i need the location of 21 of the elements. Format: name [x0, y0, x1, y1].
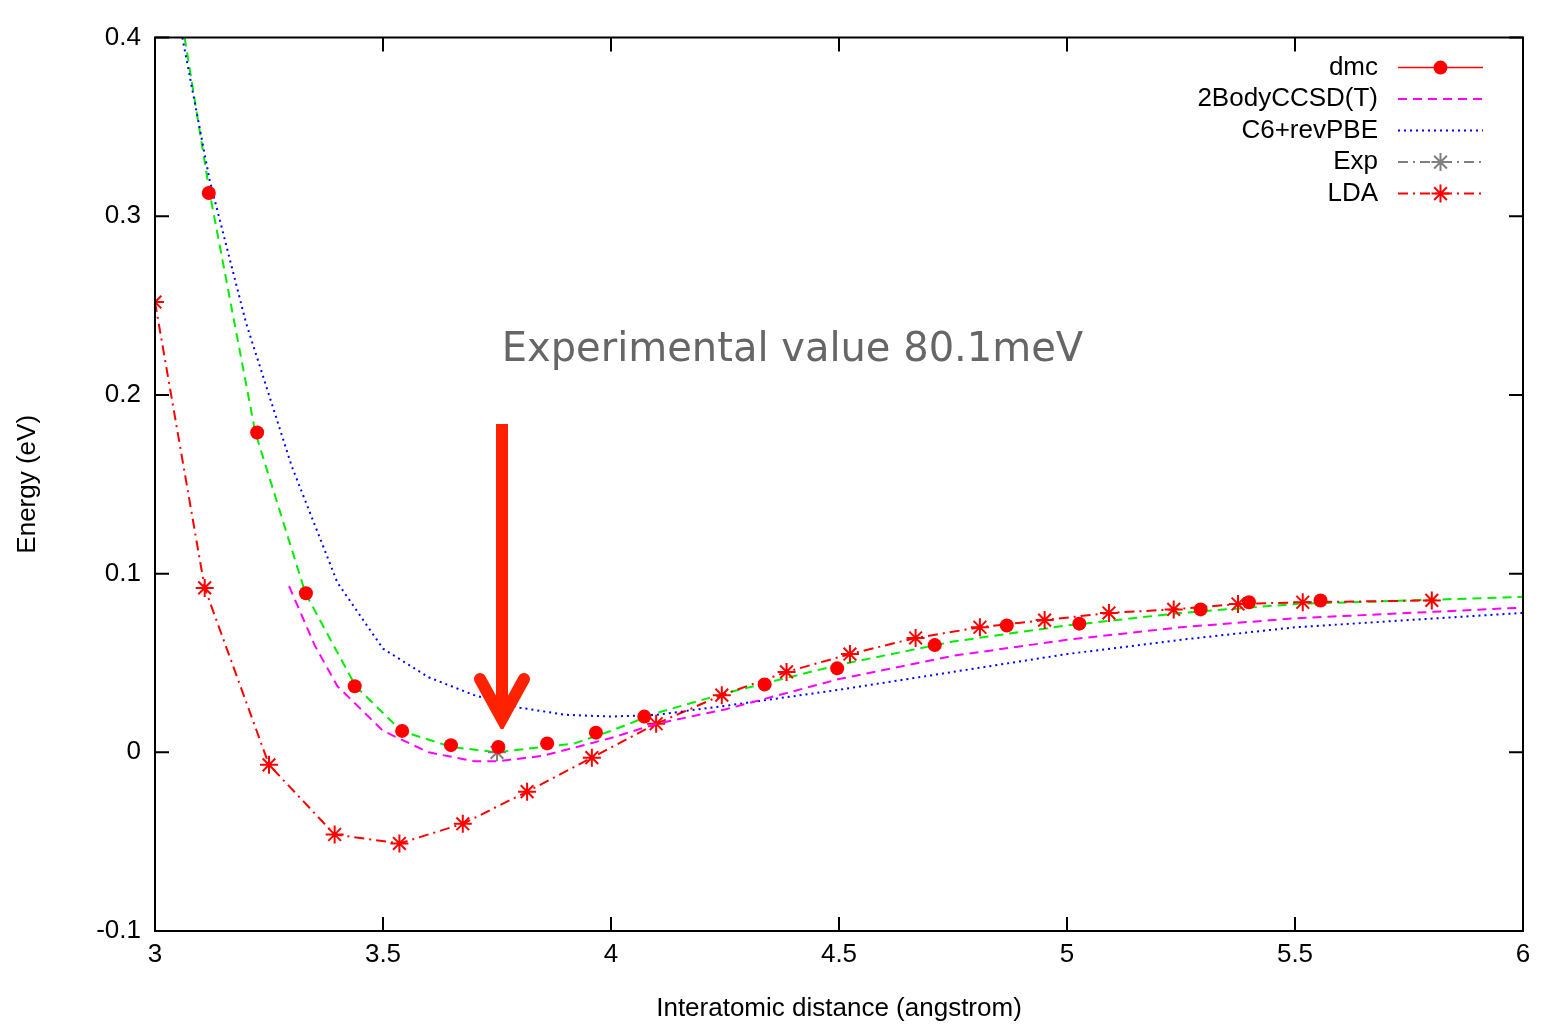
y-tick-label: -0.1 — [96, 914, 141, 945]
x-tick-label: 5.5 — [1276, 937, 1314, 968]
y-tick-label: 0.2 — [104, 378, 141, 409]
legend-label: dmc — [1328, 50, 1378, 81]
legend-label: LDA — [1327, 176, 1379, 207]
x-tick-label: 4 — [603, 937, 619, 968]
legend-label: Exp — [1333, 145, 1378, 176]
y-tick-label: 0.1 — [104, 556, 141, 587]
y-tick-label: 0 — [126, 735, 141, 766]
x-tick-label: 4.5 — [820, 937, 858, 968]
x-tick-label: 3 — [147, 937, 163, 968]
legend-label: 2BodyCCSD(T) — [1197, 82, 1378, 113]
y-axis-title: Energy (eV) — [10, 414, 41, 554]
y-tick-label: 0.4 — [104, 20, 141, 51]
y-tick-label: 0.3 — [104, 199, 141, 230]
x-tick-label: 5 — [1059, 937, 1075, 968]
x-axis-title: Interatomic distance (angstrom) — [656, 991, 1022, 1022]
x-tick-label: 3.5 — [364, 937, 402, 968]
legend-label: C6+revPBE — [1241, 113, 1378, 144]
x-tick-label: 6 — [1515, 937, 1531, 968]
annotation: Experimental value 80.1meV — [501, 323, 1084, 370]
